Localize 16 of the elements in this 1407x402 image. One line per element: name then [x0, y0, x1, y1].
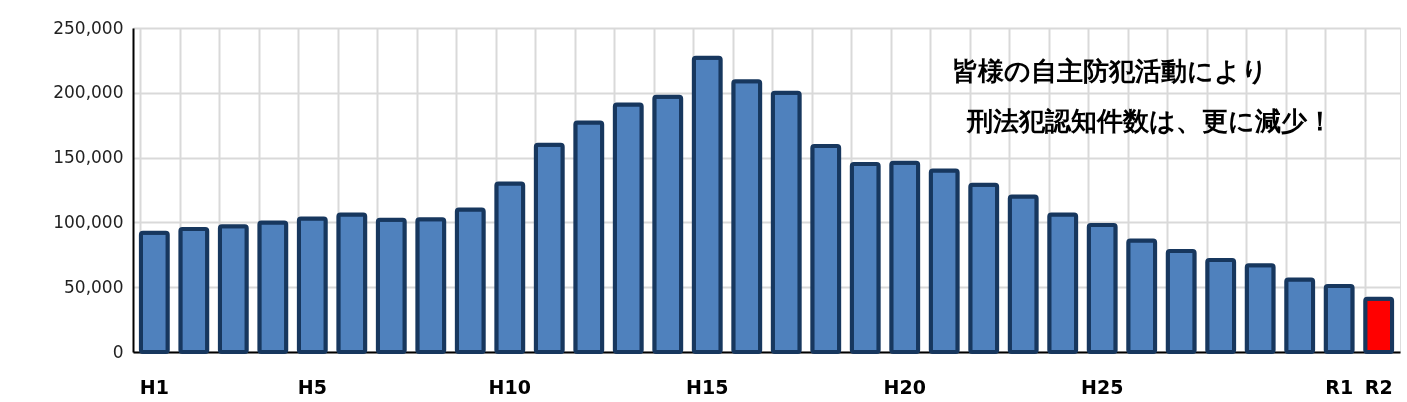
- y-tick-label: 150,000: [53, 147, 124, 168]
- annotation: 刑法犯認知件数は、更に減少！: [966, 106, 1333, 136]
- x-tick-label: H5: [297, 375, 327, 398]
- annotation: 皆様の自主防犯活動により: [952, 56, 1268, 86]
- y-tick-label: 50,000: [64, 276, 124, 297]
- x-tick-label: H1: [139, 375, 169, 398]
- x-tick-label: H10: [488, 375, 531, 398]
- y-tick-label: 200,000: [53, 82, 124, 103]
- y-tick-label: 0: [112, 341, 124, 362]
- y-tick-label: 100,000: [53, 211, 124, 232]
- x-tick-label: R2: [1364, 375, 1393, 398]
- x-tick-label: R1: [1325, 375, 1354, 398]
- x-tick-label: H25: [1081, 375, 1124, 398]
- x-tick-label: H15: [686, 375, 729, 398]
- x-tick-label: H20: [883, 375, 926, 398]
- y-tick-label: 250,000: [53, 17, 124, 38]
